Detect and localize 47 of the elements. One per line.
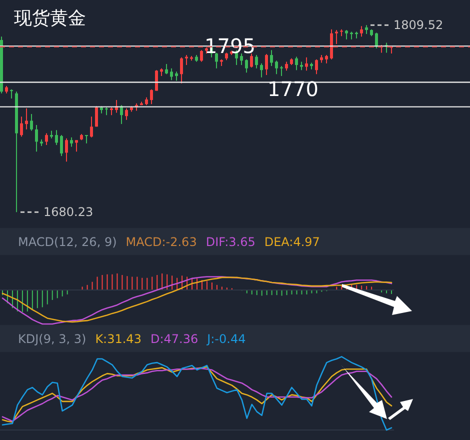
candlestick (125, 108, 128, 120)
candlestick (265, 54, 268, 76)
candlestick (20, 116, 23, 138)
chart-title: KDJ(9, 3, 3) (18, 332, 86, 346)
candlestick (10, 88, 13, 99)
text: DIF:3.65 (206, 234, 256, 248)
candlestick (335, 30, 338, 45)
candlestick (345, 30, 348, 40)
candlestick (180, 56, 183, 84)
text: MACD:-2.63 (126, 234, 197, 248)
candlestick (65, 138, 68, 162)
series-label: J:-0.44 (207, 332, 246, 346)
candlestick (75, 140, 78, 152)
chart-title: MACD(12, 26, 9) (18, 234, 117, 248)
candlestick (45, 132, 48, 146)
candlestick (360, 26, 363, 38)
candlestick (200, 50, 203, 62)
candlestick (150, 88, 153, 105)
candlestick (270, 50, 273, 67)
candlestick (255, 54, 258, 69)
candlestick (155, 70, 158, 92)
candlestick (90, 116, 93, 138)
text: K:31.43 (95, 332, 142, 346)
candlestick (165, 64, 168, 75)
candlestick (280, 66, 283, 77)
candlestick (295, 56, 298, 71)
candlestick (260, 62, 263, 78)
candlestick (25, 108, 28, 130)
candlestick (175, 71, 178, 82)
candlestick (275, 60, 278, 75)
candlestick (35, 124, 38, 152)
candlestick (30, 114, 33, 132)
candlestick (60, 134, 63, 157)
ref-line-label: 1770 (268, 77, 318, 102)
text: DEA:4.97 (264, 234, 320, 248)
candlestick (55, 130, 58, 146)
series-label: D:47.36 (150, 332, 198, 346)
annotation: 1680.23 (44, 205, 94, 220)
candlestick (185, 54, 188, 66)
candlestick (315, 58, 318, 75)
candlestick (70, 136, 73, 148)
candlestick (245, 58, 248, 74)
candlestick (170, 68, 173, 81)
chart-title: 现货黄金 (14, 7, 86, 30)
candlestick (375, 32, 378, 49)
annotation: 1809.52 (394, 18, 444, 32)
candlestick (305, 56, 308, 72)
